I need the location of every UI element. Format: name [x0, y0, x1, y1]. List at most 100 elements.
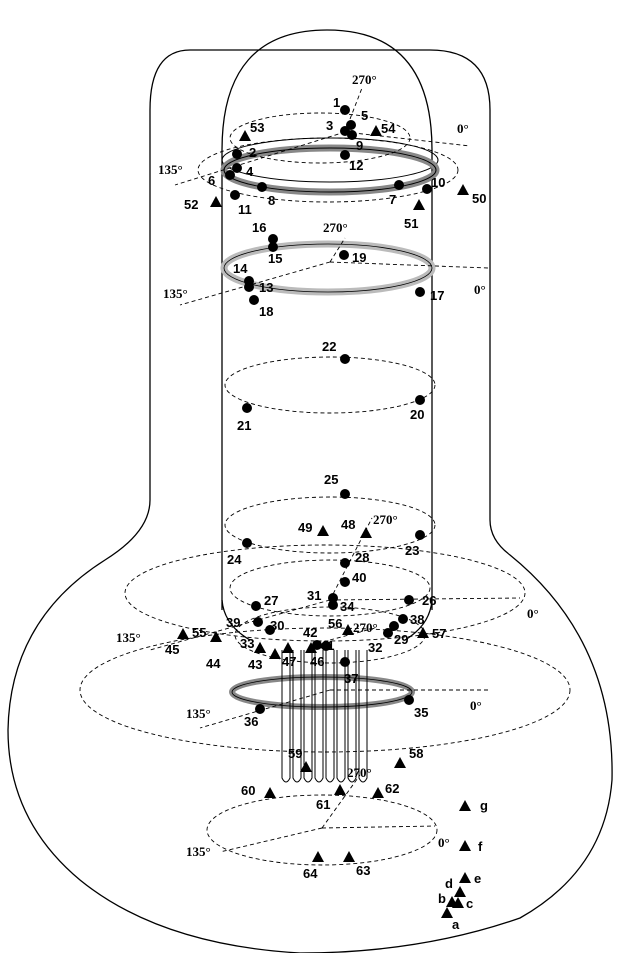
sensor-dot [340, 577, 350, 587]
second-ring-edge [224, 244, 432, 292]
sensor-label: g [480, 798, 488, 813]
sensor-triangle [360, 527, 372, 538]
sensor-label: b [438, 891, 446, 906]
sensor-label: c [466, 896, 473, 911]
sensor-label: 15 [268, 251, 282, 266]
sensor-dot [340, 558, 350, 568]
angle-label: 0° [527, 606, 539, 621]
sensor-label: 33 [240, 636, 254, 651]
sensor-triangle [459, 800, 471, 811]
sensor-triangle [394, 757, 406, 768]
sensor-label: 41 [320, 638, 334, 653]
sensor-label: 37 [344, 671, 358, 686]
sensor-label: 60 [241, 783, 255, 798]
sensor-label: 3 [326, 118, 333, 133]
sensor-label: 20 [410, 407, 424, 422]
sensor-dot [394, 180, 404, 190]
sensor-label: 44 [206, 656, 221, 671]
angle-label: 270° [373, 512, 398, 527]
sensor-dot [340, 105, 350, 115]
sensor-triangle [343, 851, 355, 862]
sensor-label: 50 [472, 191, 486, 206]
sensor-label: 43 [248, 657, 262, 672]
sensor-label: 57 [432, 626, 446, 641]
sensor-triangle [254, 642, 266, 653]
rod-bundle [282, 650, 367, 782]
angle-label: 0° [438, 835, 450, 850]
sensor-label: 34 [340, 599, 355, 614]
sensor-dot [242, 403, 252, 413]
sensor-label: 38 [410, 612, 424, 627]
sensor-label: 12 [349, 158, 363, 173]
dashed-ring-22 [225, 357, 435, 413]
angle-label: 135° [186, 706, 211, 721]
sensor-label: 64 [303, 866, 318, 881]
sensor-dot [340, 657, 350, 667]
sensor-label: 25 [324, 472, 338, 487]
sensor-triangle [317, 525, 329, 536]
inner-tube-outline [222, 30, 432, 610]
sensor-triangle [264, 787, 276, 798]
dashed-ring-wide-upper [125, 545, 525, 641]
sensor-dot [249, 295, 259, 305]
sensor-dot [398, 614, 408, 624]
sensor-label: 27 [264, 593, 278, 608]
sensor-label: 53 [250, 120, 264, 135]
sensor-dot [268, 234, 278, 244]
sensor-dot [225, 170, 235, 180]
outer-vessel-outline [8, 50, 612, 953]
sensor-label: 24 [227, 552, 242, 567]
sensor-label: 8 [268, 193, 275, 208]
sensor-label: 35 [414, 705, 428, 720]
sensor-triangle [459, 872, 471, 883]
sensor-label: 49 [298, 520, 312, 535]
sensor-label: f [478, 839, 483, 854]
sensor-label: 31 [307, 588, 321, 603]
sensor-label: 10 [431, 175, 445, 190]
sensor-dot [328, 600, 338, 610]
sensor-dot [251, 601, 261, 611]
sensor-label: 19 [352, 250, 366, 265]
sensor-triangle [372, 787, 384, 798]
sensor-dot [415, 395, 425, 405]
sensor-label: 18 [259, 304, 273, 319]
angle-label: 135° [186, 844, 211, 859]
sensor-triangle [300, 761, 312, 772]
sensor-label: 54 [381, 121, 396, 136]
sensor-label: 26 [422, 593, 436, 608]
sensor-label: 22 [322, 339, 336, 354]
sensor-dot [415, 530, 425, 540]
sensor-label: 47 [282, 654, 296, 669]
sensor-label: e [474, 871, 481, 886]
sensor-label: 17 [430, 288, 444, 303]
axis-lines [150, 88, 520, 852]
sensor-triangle [210, 196, 222, 207]
sensor-label: 13 [259, 280, 273, 295]
sensor-label: 42 [303, 625, 317, 640]
sensor-label: 9 [356, 138, 363, 153]
sensor-label: 61 [316, 797, 330, 812]
sensor-label: 4 [246, 164, 254, 179]
sensor-triangle [459, 840, 471, 851]
sensor-label: d [445, 876, 453, 891]
sensor-label: 39 [226, 615, 240, 630]
angle-label: 270° [352, 72, 377, 87]
sensor-dot [389, 621, 399, 631]
sensor-label: 29 [394, 632, 408, 647]
sensor-dot [404, 695, 414, 705]
sensor-label: 28 [355, 550, 369, 565]
sensor-dot [339, 250, 349, 260]
angle-label: 135° [116, 630, 141, 645]
angle-label: 270° [323, 220, 348, 235]
sensor-label: 58 [409, 746, 423, 761]
angle-label: 270° [353, 620, 378, 635]
sensor-label: 30 [270, 618, 284, 633]
sensor-dot [230, 190, 240, 200]
angle-label: 135° [158, 162, 183, 177]
sensor-dot [404, 595, 414, 605]
sensor-label: 46 [310, 654, 324, 669]
sensor-label: 11 [238, 202, 252, 217]
sensor-label: 52 [184, 197, 198, 212]
